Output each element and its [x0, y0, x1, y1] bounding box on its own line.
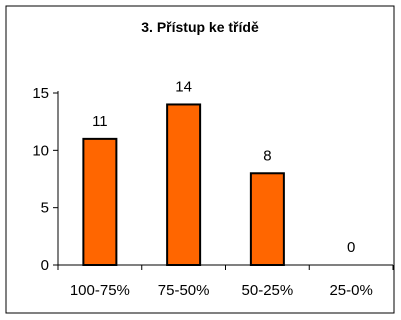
x-tick-label: 75-50% [158, 282, 210, 299]
data-label: 0 [347, 239, 355, 256]
x-tick-label: 25-0% [329, 282, 372, 299]
y-tick-label: 0 [41, 257, 49, 274]
data-label: 11 [92, 113, 108, 130]
bar [82, 137, 118, 266]
chart-title: 3. Přístup ke třídě [141, 19, 259, 35]
y-tick-label: 10 [32, 142, 49, 159]
bar [249, 172, 285, 266]
x-tick-label: 100-75% [70, 282, 130, 299]
y-tick-label: 5 [41, 200, 49, 217]
y-tick-label: 15 [32, 85, 49, 102]
bar [166, 103, 202, 267]
data-label: 8 [263, 147, 271, 164]
x-tick-label: 50-25% [242, 282, 294, 299]
data-label: 14 [175, 78, 192, 95]
